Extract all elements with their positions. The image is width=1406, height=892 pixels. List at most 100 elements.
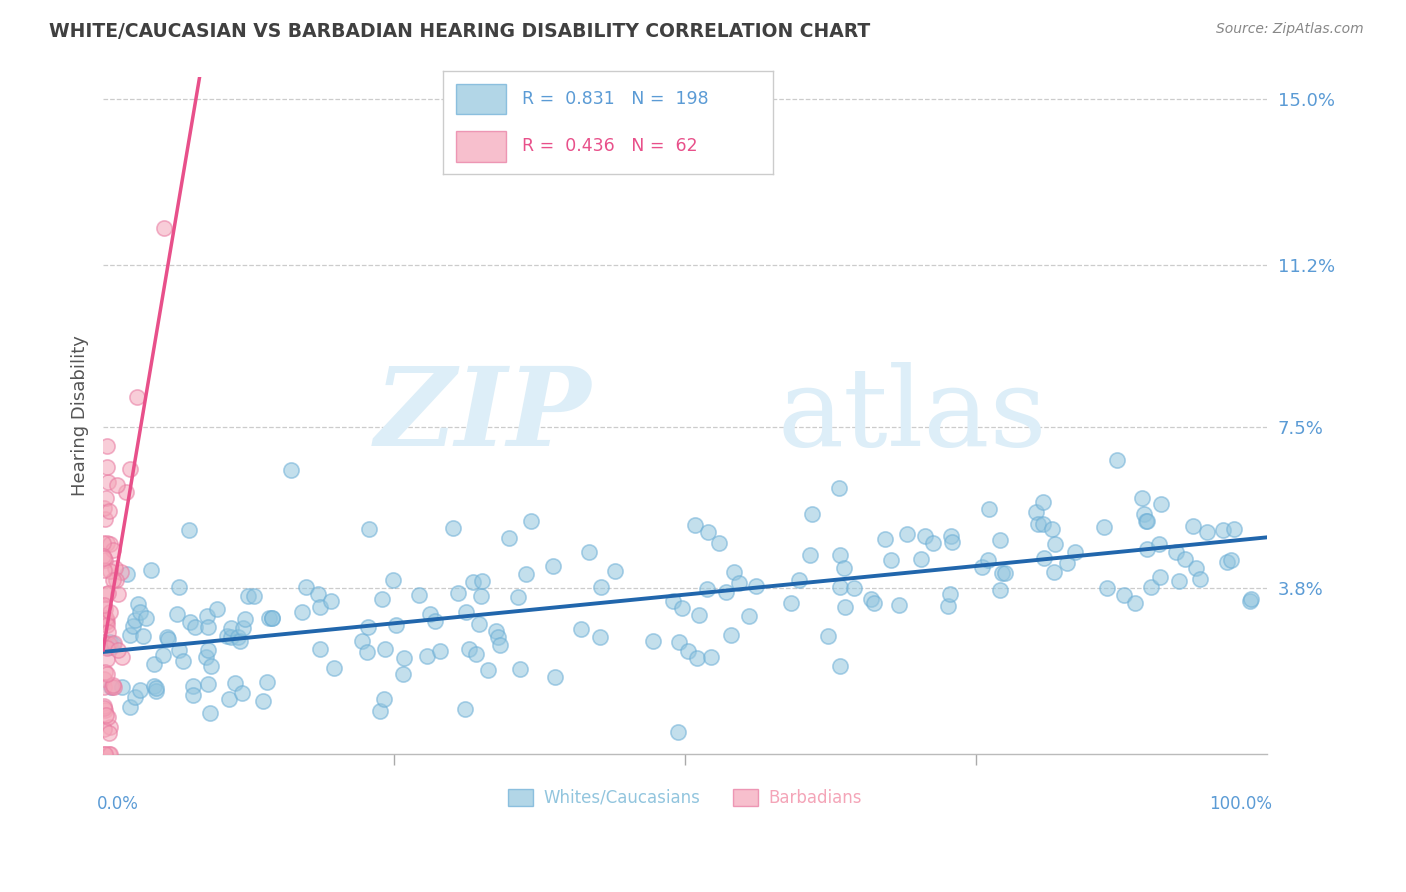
Point xyxy=(1056,556,1078,570)
Point xyxy=(93,563,115,577)
Point xyxy=(1181,518,1204,533)
Point xyxy=(103,543,125,558)
Point xyxy=(295,580,318,594)
Point xyxy=(515,566,537,581)
Point xyxy=(167,642,190,657)
Point xyxy=(832,561,855,575)
Point xyxy=(262,611,284,625)
Point xyxy=(668,635,690,649)
Point xyxy=(96,652,118,666)
Point xyxy=(1215,555,1237,569)
Point xyxy=(589,580,612,594)
Point xyxy=(676,644,699,658)
Point xyxy=(97,504,120,518)
Point xyxy=(183,620,205,634)
Point xyxy=(98,565,121,579)
Point xyxy=(817,629,839,643)
Point xyxy=(128,683,150,698)
Point xyxy=(875,532,897,546)
Point xyxy=(323,660,346,674)
Point xyxy=(972,559,994,574)
Point xyxy=(111,650,134,665)
Point xyxy=(105,478,128,492)
Point xyxy=(96,640,118,654)
Point xyxy=(477,663,499,677)
Point xyxy=(470,590,492,604)
Point xyxy=(107,587,129,601)
Point xyxy=(98,747,121,762)
Point xyxy=(226,630,249,644)
Point xyxy=(1136,541,1159,556)
Point xyxy=(1197,524,1219,539)
Point xyxy=(1147,537,1170,551)
Point xyxy=(145,681,167,696)
Point xyxy=(179,524,201,538)
Point xyxy=(801,508,824,522)
Point xyxy=(231,686,253,700)
Point xyxy=(93,549,115,563)
Point xyxy=(686,651,709,665)
Point xyxy=(280,463,302,477)
Text: atlas: atlas xyxy=(778,362,1047,469)
Point xyxy=(93,599,115,613)
Point xyxy=(132,629,155,643)
Point xyxy=(368,704,391,718)
Point xyxy=(461,575,484,590)
Point xyxy=(509,662,531,676)
Point xyxy=(457,641,479,656)
Point xyxy=(101,573,124,587)
Point xyxy=(859,592,882,607)
Point xyxy=(121,619,143,633)
Point xyxy=(1139,580,1161,594)
Point xyxy=(94,491,117,505)
Point xyxy=(110,566,132,580)
Point xyxy=(910,551,932,566)
Point xyxy=(97,624,120,639)
Point xyxy=(1123,596,1146,610)
Point xyxy=(143,679,166,693)
Point xyxy=(578,545,600,559)
Point xyxy=(218,692,240,706)
Point xyxy=(181,679,204,693)
Point xyxy=(990,566,1012,580)
Bar xyxy=(456,84,506,114)
Point xyxy=(93,723,115,737)
Point xyxy=(321,594,343,608)
Point xyxy=(229,634,252,648)
Point xyxy=(129,605,152,619)
Point xyxy=(1174,551,1197,566)
Point xyxy=(728,575,751,590)
Point xyxy=(423,615,446,629)
Point xyxy=(799,548,821,562)
Point xyxy=(914,529,936,543)
Point xyxy=(357,620,380,634)
Point xyxy=(1112,588,1135,602)
Point xyxy=(1240,591,1263,606)
Point xyxy=(700,649,723,664)
Point xyxy=(683,517,706,532)
Point xyxy=(1031,516,1053,531)
Point xyxy=(1105,453,1128,467)
Point xyxy=(1040,522,1063,536)
Point xyxy=(93,700,115,714)
Point xyxy=(863,596,886,610)
Point xyxy=(96,611,118,625)
Point xyxy=(96,439,118,453)
Point xyxy=(198,706,221,720)
Point xyxy=(260,611,283,625)
Point xyxy=(941,529,963,543)
Point xyxy=(93,536,115,550)
Point xyxy=(98,720,121,734)
Point xyxy=(373,692,395,706)
Point xyxy=(127,597,149,611)
Point xyxy=(120,462,142,476)
Point xyxy=(103,681,125,695)
Point xyxy=(419,607,441,622)
Point xyxy=(723,565,745,579)
Point xyxy=(392,666,415,681)
Point xyxy=(156,630,179,644)
Point xyxy=(309,599,332,614)
Point xyxy=(93,681,115,695)
Point xyxy=(828,659,851,673)
Point xyxy=(1189,572,1212,586)
